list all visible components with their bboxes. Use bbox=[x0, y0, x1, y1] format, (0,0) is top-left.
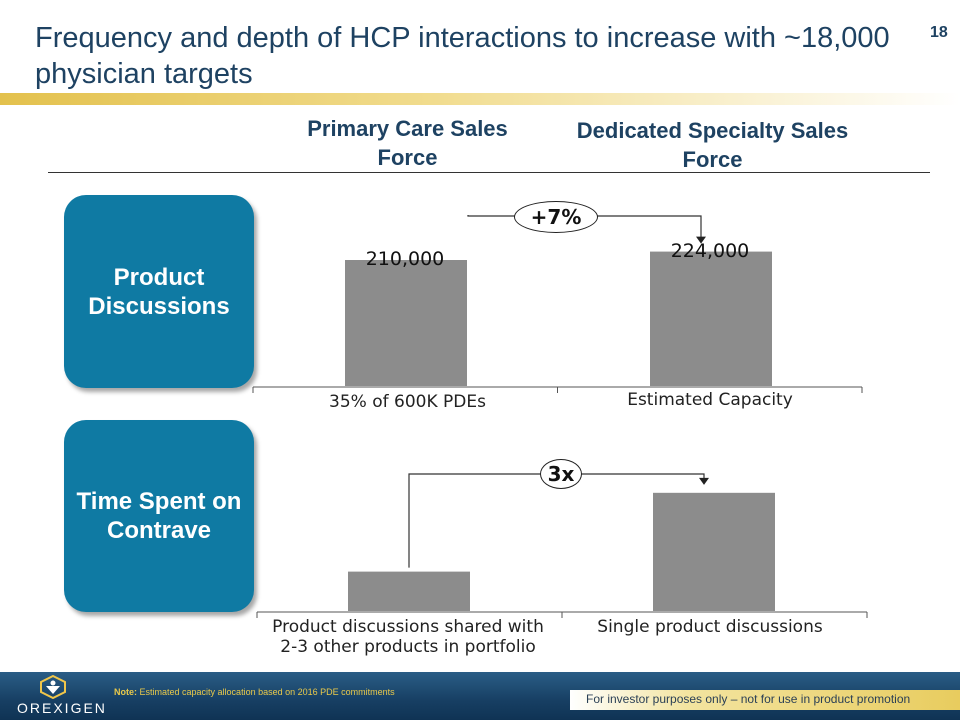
footnote: Note: Estimated capacity allocation base… bbox=[114, 687, 395, 697]
bar-value-label: 224,000 bbox=[670, 240, 750, 262]
footnote-text: Estimated capacity allocation based on 2… bbox=[139, 687, 395, 697]
bar-value-label: 210,000 bbox=[365, 248, 445, 270]
category-label: 35% of 600K PDEs bbox=[329, 392, 486, 412]
page-title: Frequency and depth of HCP interactions … bbox=[35, 22, 890, 90]
column-header-specialty: Dedicated Specialty Sales Force bbox=[576, 118, 849, 172]
bar bbox=[348, 571, 470, 611]
change-callout: +7% bbox=[514, 201, 598, 233]
change-callout: 3x bbox=[540, 459, 582, 489]
row-label-text: Time Spent on Contrave bbox=[76, 488, 242, 544]
change-arrowhead bbox=[699, 477, 709, 485]
header-divider bbox=[0, 93, 960, 105]
row-label-time-spent: Time Spent on Contrave bbox=[64, 420, 254, 612]
header-underline bbox=[48, 172, 930, 173]
change-arrowhead bbox=[696, 236, 706, 244]
page-number: 18 bbox=[930, 24, 948, 41]
bar bbox=[653, 492, 775, 611]
disclaimer: For investor purposes only – not for use… bbox=[586, 692, 911, 706]
bar bbox=[650, 251, 772, 386]
footer-accent bbox=[570, 690, 960, 710]
column-header-primary-care: Primary Care Sales Force bbox=[307, 116, 508, 170]
row-label-product-discussions: Product Discussions bbox=[64, 195, 254, 388]
company-logo-text: OREXIGEN bbox=[17, 700, 107, 716]
category-label: Product discussions shared with 2-3 othe… bbox=[272, 617, 544, 657]
footnote-label: Note: bbox=[114, 687, 137, 697]
bar bbox=[345, 260, 467, 386]
orexigen-logo-icon bbox=[40, 675, 66, 699]
row-label-text: Product Discussions bbox=[88, 263, 230, 320]
category-label: Estimated Capacity bbox=[627, 390, 793, 410]
category-label: Single product discussions bbox=[597, 617, 823, 637]
